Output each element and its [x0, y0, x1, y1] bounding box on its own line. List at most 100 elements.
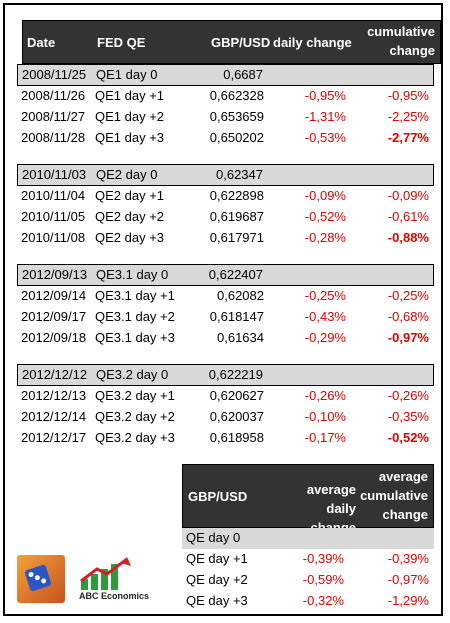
table-row: 2010/11/03 QE2 day 0 0,62347	[17, 164, 434, 186]
summary-label: QE day +2	[186, 572, 248, 587]
summary-row: QE day +2 -0,59% -0,97%	[182, 570, 434, 591]
cell-cumulative-change: -0,52%	[387, 430, 429, 445]
header-daily-change: daily change	[273, 35, 352, 50]
cell-date: 2008/11/28	[21, 130, 86, 145]
cell-date: 2012/12/14	[21, 409, 87, 424]
table-row: 2008/11/28 QE1 day +3 0,650202 -0,53% -2,77%	[17, 128, 434, 149]
cell-qe: QE2 day +3	[95, 230, 165, 245]
summary-header: GBP/USD average daily change average cum…	[182, 464, 434, 535]
cell-date: 2012/12/12	[22, 367, 88, 382]
qe-group: 2012/09/13 QE3.1 day 0 0,622407 2012/09/14 Q…	[17, 264, 434, 349]
summary-avg-daily: -0,59%	[302, 572, 344, 587]
cell-qe: QE3.2 day 0	[96, 367, 169, 382]
table-row: 2012/12/17 QE3.2 day +3 0,618958 -0,17% -0,5…	[17, 428, 434, 449]
header-gbpusd: GBP/USD	[211, 35, 271, 50]
cell-cumulative-change: -0,61%	[387, 209, 429, 224]
cell-daily-change: -0,53%	[304, 130, 346, 145]
cell-qe: QE3.2 day +1	[95, 388, 175, 403]
cell-cumulative-change: -0,95%	[387, 88, 429, 103]
table-header: Date FED QE GBP/USD daily change cumulat…	[22, 20, 441, 64]
cell-gbpusd: 0,620037	[209, 409, 264, 424]
cell-date: 2012/09/18	[21, 330, 87, 345]
cell-cumulative-change: -0,25%	[387, 288, 429, 303]
summary-avg-cumulative: -1,29%	[387, 593, 429, 608]
cell-qe: QE3.1 day 0	[96, 267, 169, 282]
cell-cumulative-change: -0,97%	[387, 330, 429, 345]
summary-avg-cumulative: -0,39%	[387, 551, 429, 566]
cell-gbpusd: 0,650202	[209, 130, 264, 145]
abc-economics-logo: ABC Economics	[79, 557, 159, 603]
cell-date: 2008/11/27	[21, 109, 86, 124]
table-row: 2010/11/04 QE2 day +1 0,622898 -0,09% -0,09%	[17, 186, 434, 207]
qe-group: 2010/11/03 QE2 day 0 0,62347 2010/11/04 QE2 …	[17, 164, 434, 249]
cell-date: 2010/11/03	[22, 167, 87, 182]
cell-date: 2012/09/17	[21, 309, 87, 324]
summary-row: QE day +3 -0,32% -1,29%	[182, 591, 434, 612]
summary-avg-daily: -0,32%	[302, 593, 344, 608]
summary-header-avg-daily-line1: average	[306, 482, 356, 497]
cell-daily-change: -0,10%	[304, 409, 346, 424]
summary-avg-cumulative: -0,97%	[387, 572, 429, 587]
cell-gbpusd: 0,620627	[209, 388, 264, 403]
cell-gbpusd: 0,662328	[209, 88, 264, 103]
cell-cumulative-change: -2,77%	[387, 130, 429, 145]
cell-gbpusd: 0,618958	[209, 430, 264, 445]
summary-header-gbpusd: GBP/USD	[188, 489, 248, 504]
table-row: 2010/11/05 QE2 day +2 0,619687 -0,52% -0,61%	[17, 207, 434, 228]
table-row: 2012/12/12 QE3.2 day 0 0,622219	[17, 364, 434, 386]
cell-qe: QE1 day +1	[95, 88, 165, 103]
table-row: 2012/09/14 QE3.1 day +1 0,62082 -0,25% -0,25…	[17, 286, 434, 307]
cell-cumulative-change: -0,88%	[387, 230, 429, 245]
header-cumulative-line2: change	[389, 43, 435, 58]
cell-date: 2012/09/14	[21, 288, 87, 303]
cell-daily-change: -0,09%	[304, 188, 346, 203]
cell-daily-change: -0,25%	[304, 288, 346, 303]
cell-date: 2008/11/26	[21, 88, 86, 103]
cell-gbpusd: 0,62347	[216, 167, 263, 182]
cell-qe: QE1 day +3	[95, 130, 165, 145]
cell-gbpusd: 0,619687	[209, 209, 264, 224]
summary-label: QE day +1	[186, 551, 248, 566]
summary-label: QE day 0	[186, 530, 241, 545]
cell-gbpusd: 0,622407	[208, 267, 263, 282]
cell-qe: QE3.1 day +1	[95, 288, 175, 303]
cell-date: 2010/11/04	[21, 188, 86, 203]
cell-qe: QE3.1 day +3	[95, 330, 175, 345]
summary-row: QE day +1 -0,39% -0,39%	[182, 549, 434, 570]
header-fed-qe: FED QE	[97, 35, 146, 50]
cell-gbpusd: 0,618147	[209, 309, 264, 324]
table-row: 2008/11/25 QE1 day 0 0,6687	[17, 64, 434, 86]
summary-header-avg-daily: average daily change	[286, 480, 356, 537]
summary-header-avg-cum-line3: change	[382, 507, 428, 522]
cell-daily-change: -0,95%	[304, 88, 346, 103]
cell-daily-change: -1,31%	[304, 109, 346, 124]
cell-daily-change: -0,52%	[304, 209, 346, 224]
summary-avg-daily: -0,39%	[302, 551, 344, 566]
cell-qe: QE3.2 day +2	[95, 409, 175, 424]
cell-gbpusd: 0,617971	[209, 230, 264, 245]
cell-date: 2010/11/05	[21, 209, 86, 224]
cell-cumulative-change: -0,26%	[387, 388, 429, 403]
cell-daily-change: -0,17%	[304, 430, 346, 445]
header-date: Date	[27, 35, 56, 50]
cell-daily-change: -0,29%	[304, 330, 346, 345]
summary-header-avg-cum-line1: average	[378, 469, 428, 484]
cell-cumulative-change: -0,35%	[387, 409, 429, 424]
cell-date: 2012/12/17	[21, 430, 87, 445]
summary-rows: QE day 0 QE day +1 -0,39% -0,39% QE day +2 -0…	[182, 528, 434, 612]
table-row: 2008/11/27 QE1 day +2 0,653659 -1,31% -2,25%	[17, 107, 434, 128]
cell-qe: QE2 day 0	[96, 167, 158, 182]
growth-chart-icon	[80, 557, 131, 590]
cell-date: 2012/09/13	[22, 267, 88, 282]
cell-qe: QE2 day +1	[95, 188, 165, 203]
summary-table: GBP/USD average daily change average cum…	[182, 464, 434, 612]
logo-text: ABC Economics	[79, 591, 150, 601]
summary-label: QE day +3	[186, 593, 248, 608]
cell-gbpusd: 0,622898	[209, 188, 264, 203]
qe-group: 2012/12/12 QE3.2 day 0 0,622219 2012/12/13 Q…	[17, 364, 434, 449]
header-cumulative-line1: cumulative	[367, 24, 435, 39]
cell-qe: QE1 day +2	[95, 109, 165, 124]
cell-gbpusd: 0,61634	[217, 330, 264, 345]
cell-date: 2010/11/08	[21, 230, 86, 245]
cell-date: 2012/12/13	[21, 388, 87, 403]
